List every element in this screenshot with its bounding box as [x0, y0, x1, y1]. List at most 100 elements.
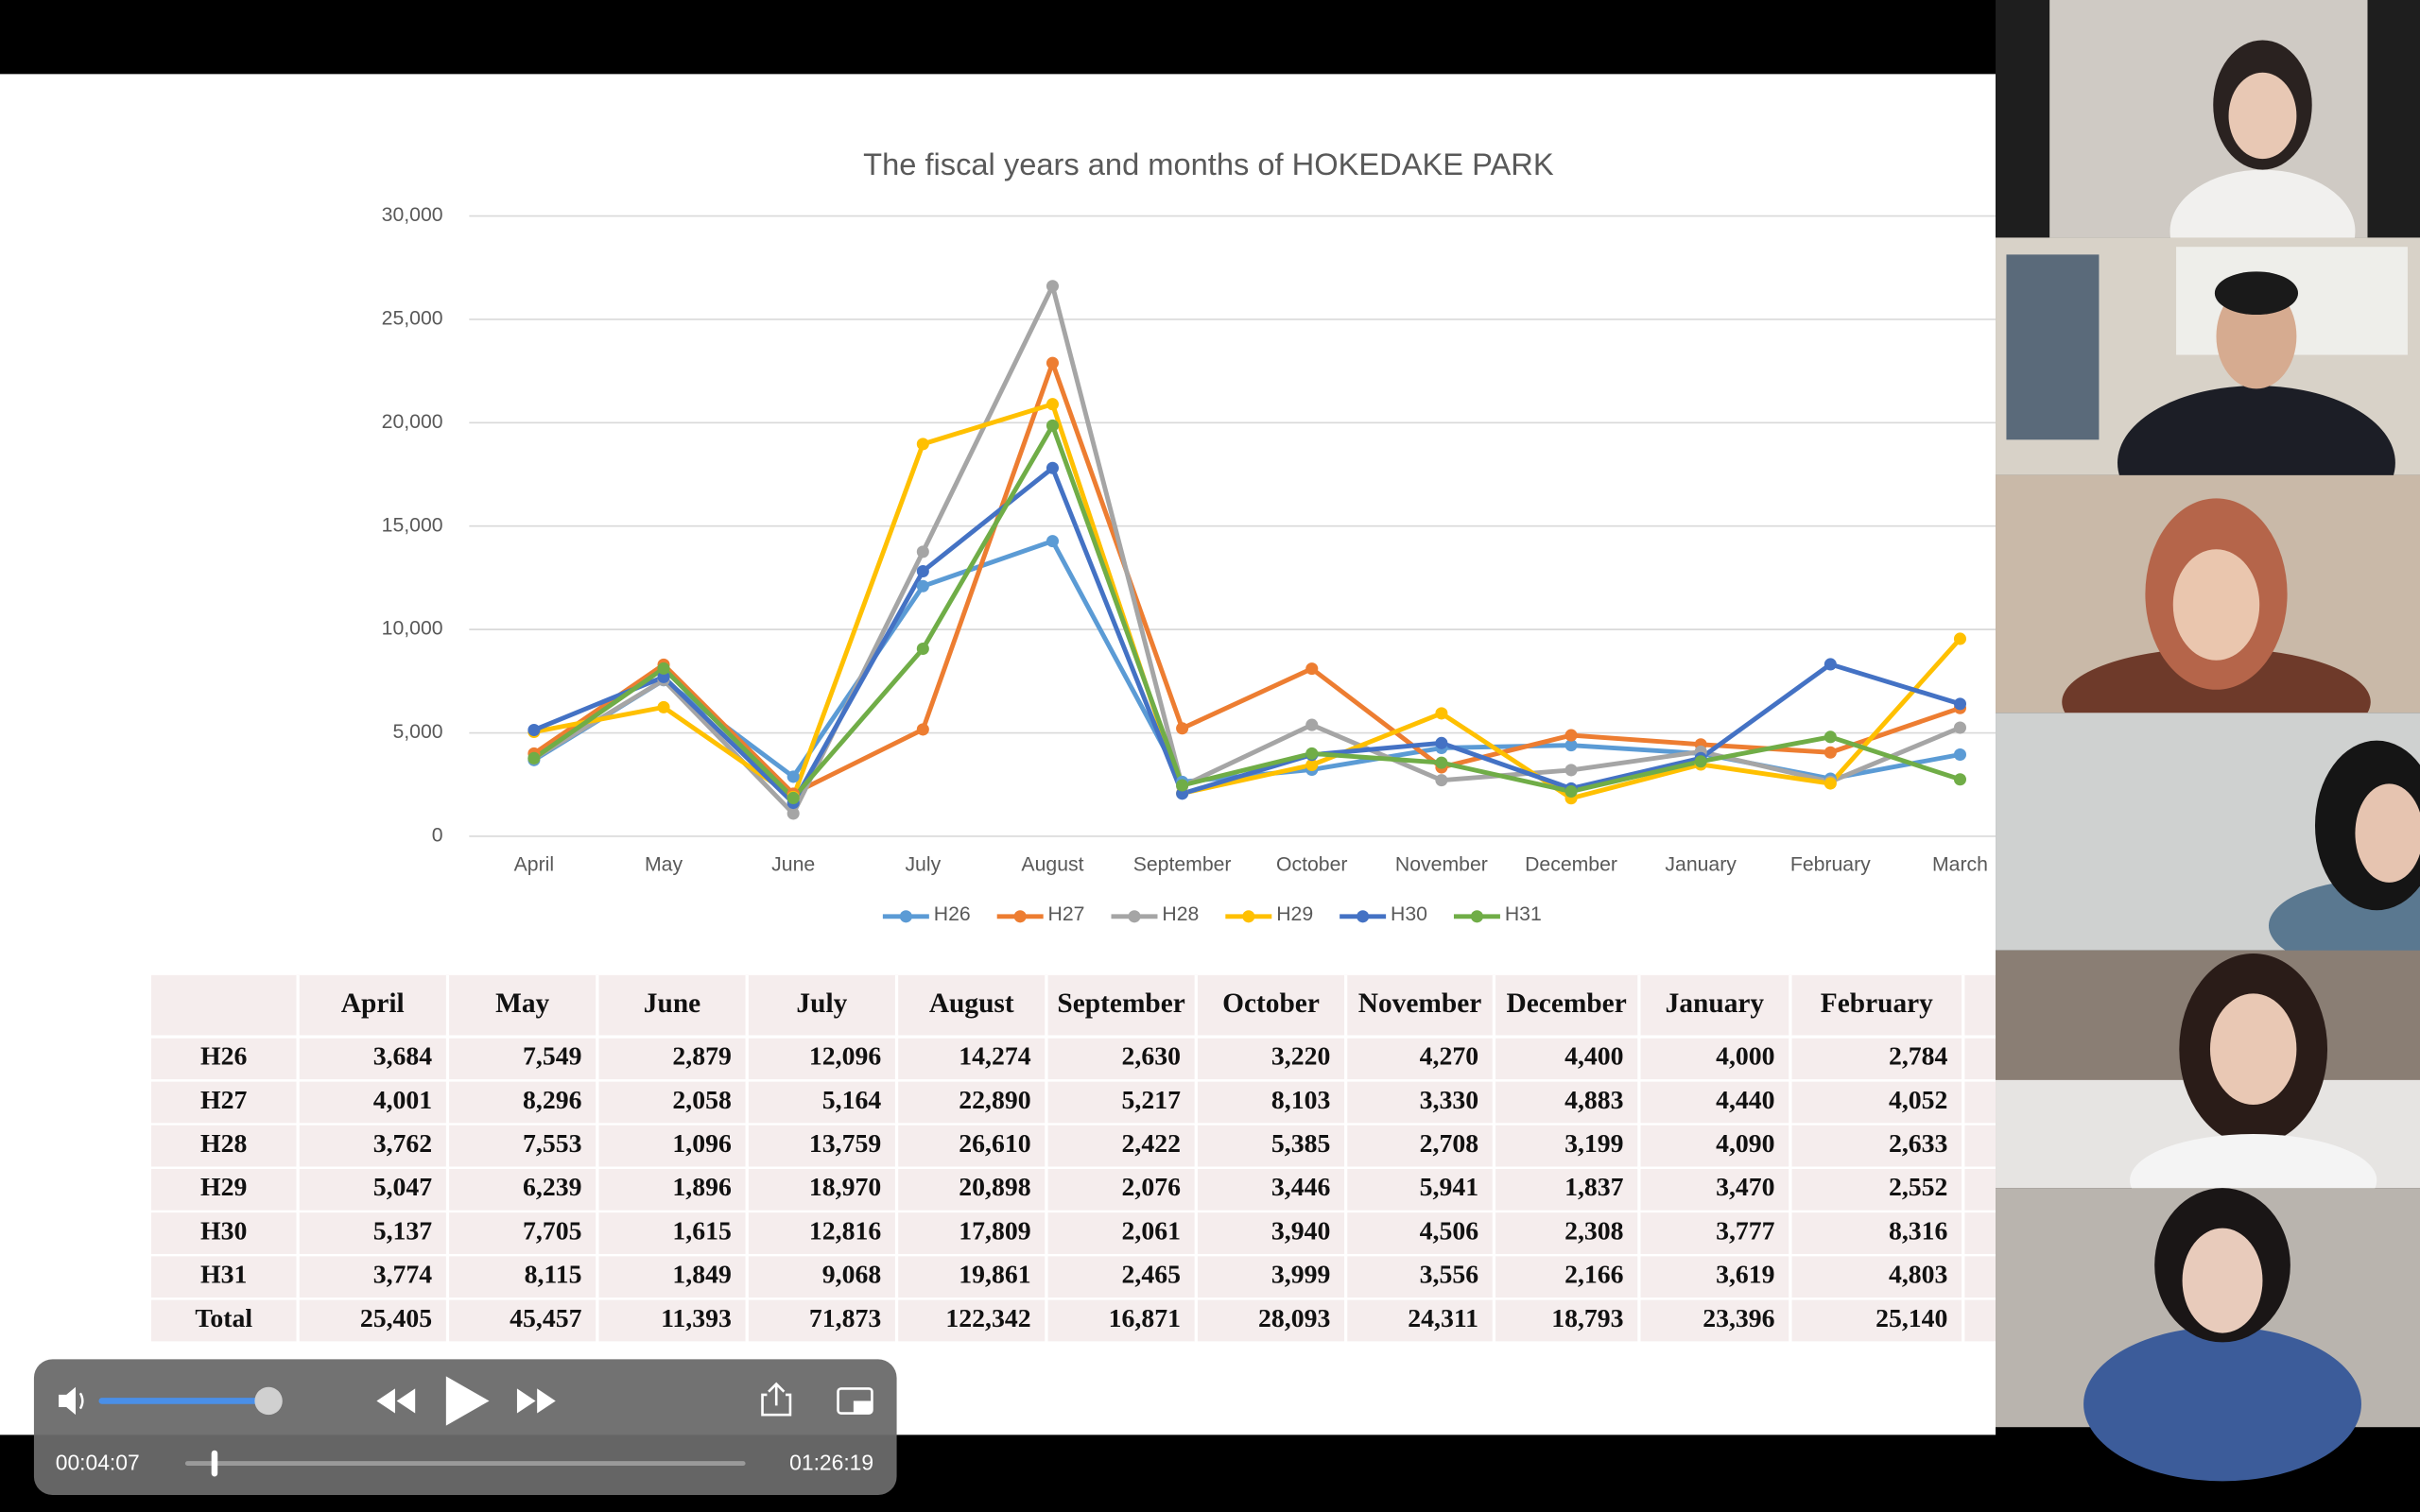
series-line — [532, 360, 1962, 797]
legend-marker — [1242, 910, 1255, 923]
play-button[interactable] — [445, 1376, 490, 1426]
table-cell: 45,457 — [510, 1304, 581, 1333]
row-header: H28 — [200, 1129, 247, 1159]
table-cell: 8,316 — [1889, 1216, 1948, 1246]
table-cell: 1,896 — [672, 1173, 732, 1202]
series-line — [532, 465, 1962, 806]
forward-button[interactable] — [516, 1388, 556, 1414]
data-point — [1824, 658, 1837, 671]
data-point — [786, 791, 800, 804]
table-cell: 12,816 — [809, 1216, 881, 1246]
column-header: September — [1057, 988, 1184, 1019]
data-point — [657, 662, 670, 675]
progress-knob[interactable] — [211, 1450, 218, 1477]
table-cell: 2,708 — [1420, 1129, 1478, 1159]
table-cell: 1,096 — [672, 1129, 732, 1159]
table-cell: 4,090 — [1716, 1129, 1774, 1159]
x-tick-label: May — [645, 854, 683, 876]
x-tick-label: April — [514, 854, 554, 876]
table-cell: 2,633 — [1889, 1129, 1947, 1159]
table-cell: 22,890 — [959, 1086, 1030, 1115]
table-cell: 13,759 — [809, 1129, 881, 1159]
table-cell: 3,762 — [373, 1129, 432, 1159]
column-header: October — [1222, 988, 1320, 1019]
table-cell: 6,239 — [523, 1173, 581, 1202]
table-cell: 4,001 — [373, 1086, 432, 1115]
data-point — [1953, 632, 1966, 645]
y-tick-label: 20,000 — [382, 411, 443, 433]
table-cell: 3,446 — [1271, 1173, 1331, 1202]
table-cell: 4,270 — [1420, 1042, 1478, 1072]
table-cell: 8,115 — [525, 1261, 582, 1290]
data-point — [1953, 721, 1966, 734]
row-header: H31 — [200, 1261, 247, 1290]
column-header: December — [1507, 988, 1627, 1019]
volume-knob[interactable] — [254, 1386, 283, 1416]
column-header: August — [929, 988, 1014, 1019]
column-header: April — [341, 988, 405, 1019]
table-cell: 18,970 — [809, 1173, 881, 1202]
legend-marker — [1357, 910, 1370, 923]
table-cell: 2,061 — [1122, 1216, 1181, 1246]
elapsed-time: 00:04:07 — [56, 1450, 140, 1474]
data-point — [1564, 764, 1578, 777]
table-cell: 17,809 — [959, 1216, 1030, 1246]
table-cell: 2,422 — [1122, 1129, 1181, 1159]
table-cell: 28,093 — [1258, 1304, 1330, 1333]
x-tick-label: March — [1932, 854, 1988, 876]
table-cell: 4,803 — [1889, 1261, 1947, 1290]
table-cell: 1,837 — [1564, 1173, 1624, 1202]
data-point — [1305, 758, 1319, 772]
player-controls: 00:04:07 01:26:19 — [33, 1359, 897, 1496]
x-tick-label: July — [905, 854, 941, 876]
progress-bar[interactable] — [184, 1461, 746, 1467]
table-cell: 25,140 — [1876, 1304, 1947, 1333]
table-cell: 4,400 — [1564, 1042, 1623, 1072]
table-cell: 5,137 — [373, 1216, 433, 1246]
table-cell: 18,793 — [1551, 1304, 1623, 1333]
table-cell: 2,058 — [672, 1086, 731, 1115]
table-cell: 8,103 — [1271, 1086, 1330, 1115]
data-point — [1176, 779, 1189, 792]
legend-label: H26 — [934, 903, 971, 925]
data-point — [1694, 755, 1707, 768]
data-point — [1435, 774, 1448, 787]
rewind-button[interactable] — [376, 1388, 416, 1414]
data-point — [916, 723, 929, 736]
table-cell: 5,164 — [822, 1086, 882, 1115]
video-tile — [1996, 1188, 2420, 1482]
chart-title: The fiscal years and months of HOKEDAKE … — [863, 146, 1554, 181]
data-point — [916, 579, 929, 593]
pip-button[interactable] — [837, 1387, 873, 1415]
data-point — [1435, 736, 1448, 749]
row-header: H29 — [200, 1173, 247, 1202]
table-cell: 1,615 — [672, 1216, 731, 1246]
data-point — [527, 751, 541, 765]
data-point — [1435, 756, 1448, 769]
table-cell: 122,342 — [945, 1304, 1030, 1333]
table-cell: 11,393 — [661, 1304, 732, 1333]
table-cell: 14,274 — [959, 1042, 1030, 1072]
x-tick-label: December — [1525, 854, 1617, 876]
table-cell: 5,385 — [1271, 1129, 1330, 1159]
video-tile — [1996, 713, 2420, 972]
data-point — [1953, 697, 1966, 711]
table-cell: 7,549 — [523, 1042, 581, 1072]
share-button[interactable] — [761, 1382, 792, 1417]
data-point — [1046, 419, 1059, 432]
column-header: February — [1821, 988, 1933, 1019]
data-point — [916, 642, 929, 656]
volume-button[interactable] — [59, 1386, 84, 1416]
table-cell: 8,296 — [523, 1086, 582, 1115]
data-point — [916, 438, 929, 451]
volume-slider[interactable] — [98, 1398, 269, 1404]
row-header: H26 — [200, 1042, 247, 1072]
table-cell: 3,470 — [1716, 1173, 1774, 1202]
series-line — [532, 422, 1962, 800]
data-point — [1564, 739, 1578, 752]
column-header: January — [1666, 988, 1765, 1019]
x-tick-label: February — [1790, 854, 1871, 876]
controls-panel — [33, 1359, 897, 1496]
table-cell: 2,784 — [1889, 1042, 1948, 1072]
